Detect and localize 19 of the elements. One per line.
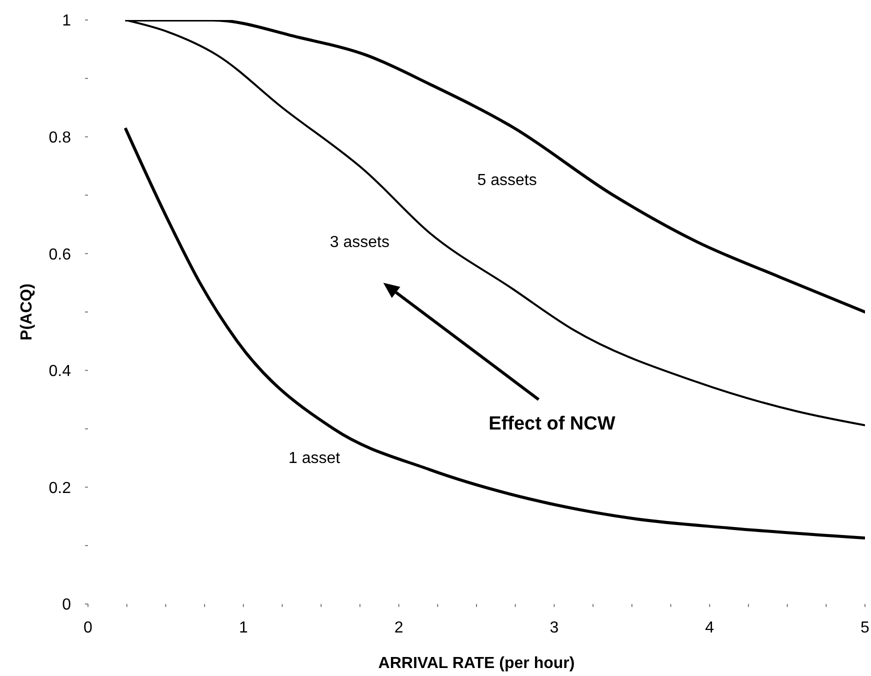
series-label: 5 assets xyxy=(477,172,537,189)
line-series xyxy=(124,126,865,540)
y-axis-title: P(ACQ) xyxy=(18,284,36,340)
x-tick-label: 2 xyxy=(394,619,404,636)
x-tick-label: 4 xyxy=(705,619,714,636)
y-tick-label: 0 xyxy=(62,596,72,614)
y-tick-label: 0.8 xyxy=(48,129,72,146)
x-tick-label: 5 xyxy=(860,619,870,636)
series-label: 1 asset xyxy=(288,450,341,467)
x-tick-label: 3 xyxy=(550,619,559,636)
y-tick-label: 1 xyxy=(62,12,72,30)
x-tick-label: 0 xyxy=(84,619,93,636)
x-axis-title: ARRIVAL RATE (per hour) xyxy=(378,655,575,672)
x-tick-label: 1 xyxy=(238,619,248,636)
y-tick-label: 0.6 xyxy=(48,246,72,264)
series-label: 3 assets xyxy=(330,234,390,252)
annotation: Effect of NCW xyxy=(488,414,616,435)
y-tick-label: 0.2 xyxy=(48,480,72,497)
y-tick-label: 0.4 xyxy=(48,363,72,380)
